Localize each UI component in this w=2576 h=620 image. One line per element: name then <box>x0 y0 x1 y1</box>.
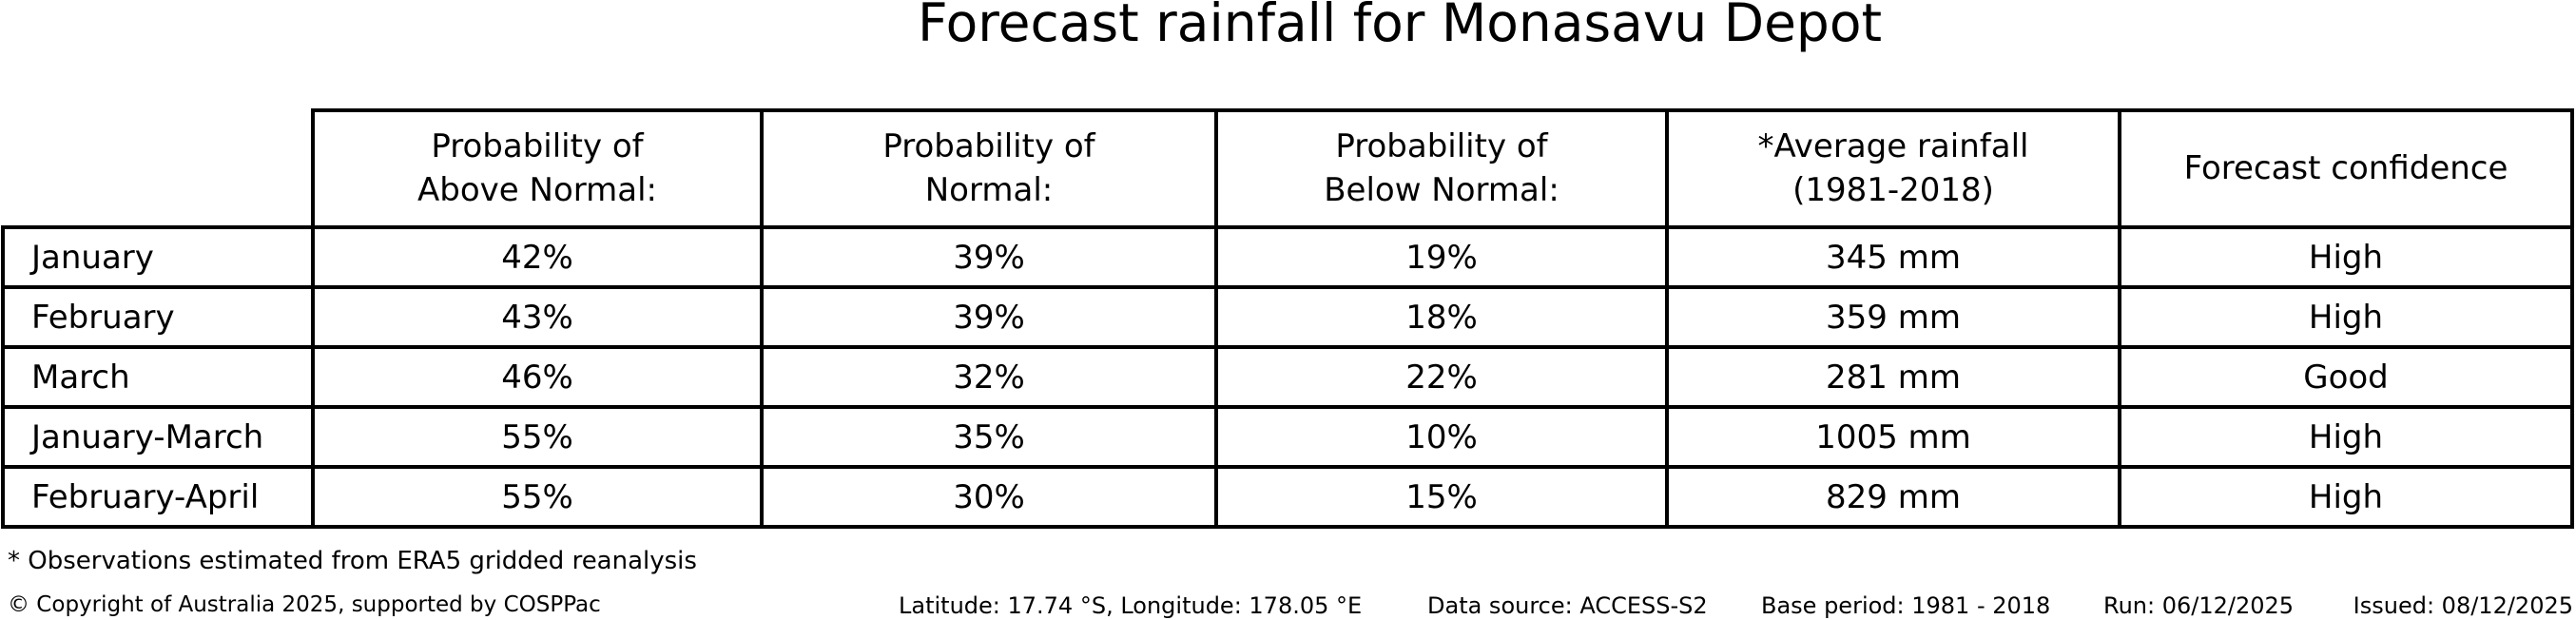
data-cell: High <box>2118 285 2574 349</box>
data-cell: 35% <box>760 405 1218 469</box>
data-cell: 55% <box>311 465 764 529</box>
row-label-cell: March <box>1 345 315 409</box>
data-cell: 55% <box>311 405 764 469</box>
copyright-text: © Copyright of Australia 2025, supported… <box>8 592 601 617</box>
data-cell: 39% <box>760 225 1218 289</box>
data-cell: 1005 mm <box>1665 405 2121 469</box>
data-cell: 30% <box>760 465 1218 529</box>
row-label-cell: January-March <box>1 405 315 469</box>
location-text: Latitude: 17.74 °S, Longitude: 178.05 °E <box>899 592 1363 619</box>
table-row-january-march: January-March 55% 35% 10% 1005 mm High <box>1 405 2574 469</box>
data-cell: 281 mm <box>1665 345 2121 409</box>
data-cell: 10% <box>1214 405 1669 469</box>
table-row-march: March 46% 32% 22% 281 mm Good <box>1 345 2574 409</box>
table-row-february-april: February-April 55% 30% 15% 829 mm High <box>1 465 2574 529</box>
data-source-text: Data source: ACCESS-S2 <box>1427 592 1708 619</box>
data-cell: High <box>2118 225 2574 289</box>
page-title: Forecast rainfall for Monasavu Depot <box>917 0 1883 53</box>
data-cell: 19% <box>1214 225 1669 289</box>
table-row-january: January 42% 39% 19% 345 mm High <box>1 225 2574 289</box>
data-cell: 829 mm <box>1665 465 2121 529</box>
header-cell-normal: Probability of Normal: <box>760 108 1218 229</box>
data-cell: 22% <box>1214 345 1669 409</box>
data-cell: 43% <box>311 285 764 349</box>
observations-footnote: * Observations estimated from ERA5 gridd… <box>8 547 697 575</box>
header-cell-above-normal: Probability of Above Normal: <box>311 108 764 229</box>
data-cell: 32% <box>760 345 1218 409</box>
data-cell: 46% <box>311 345 764 409</box>
data-cell: 18% <box>1214 285 1669 349</box>
data-cell: 359 mm <box>1665 285 2121 349</box>
data-cell: 345 mm <box>1665 225 2121 289</box>
row-label-cell: February <box>1 285 315 349</box>
run-date-text: Run: 06/12/2025 <box>2103 592 2295 619</box>
footer-bar: © Copyright of Australia 2025, supported… <box>0 592 2576 620</box>
data-cell: High <box>2118 405 2574 469</box>
issued-date-text: Issued: 08/12/2025 <box>2353 592 2573 619</box>
data-cell: Good <box>2118 345 2574 409</box>
table-row-february: February 43% 39% 18% 359 mm High <box>1 285 2574 349</box>
forecast-table: Probability of Above Normal: Probability… <box>1 108 2574 529</box>
header-cell-average-rainfall: *Average rainfall (1981-2018) <box>1665 108 2121 229</box>
data-cell: 42% <box>311 225 764 289</box>
base-period-text: Base period: 1981 - 2018 <box>1761 592 2051 619</box>
row-label-cell: February-April <box>1 465 315 529</box>
data-cell: 15% <box>1214 465 1669 529</box>
data-cell: 39% <box>760 285 1218 349</box>
table-header-row: Probability of Above Normal: Probability… <box>3 108 2574 229</box>
header-cell-forecast-confidence: Forecast confidence <box>2118 108 2574 229</box>
corner-cell <box>3 110 313 227</box>
header-cell-below-normal: Probability of Below Normal: <box>1214 108 1669 229</box>
data-cell: High <box>2118 465 2574 529</box>
row-label-cell: January <box>1 225 315 289</box>
